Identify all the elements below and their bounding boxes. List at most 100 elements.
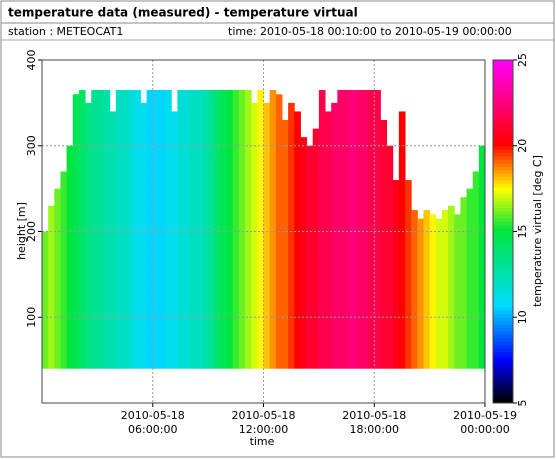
colorbar-step: [493, 176, 513, 181]
cell: [269, 90, 277, 369]
cell: [478, 145, 486, 369]
cell: [460, 197, 468, 369]
cell: [281, 120, 289, 369]
colorbar-step: [493, 152, 513, 157]
colorbar-step: [493, 111, 513, 116]
colorbar-step: [493, 399, 513, 404]
colorbar-step: [493, 334, 513, 339]
colorbar-step: [493, 282, 513, 287]
colorbar-step: [493, 385, 513, 390]
colorbar-step: [493, 63, 513, 68]
colorbar-step: [493, 320, 513, 325]
colorbar-step: [493, 77, 513, 82]
cell: [146, 90, 154, 369]
colorbar-step: [493, 392, 513, 397]
colorbar-step: [493, 221, 513, 226]
cell: [78, 90, 86, 369]
colorbar-step: [493, 258, 513, 263]
cell: [325, 111, 332, 369]
colorbar-step: [493, 368, 513, 373]
cell: [417, 218, 424, 369]
title: temperature data (measured) - temperatur…: [8, 6, 358, 20]
cell: [171, 111, 178, 369]
cell: [380, 120, 388, 369]
colorbar-step: [493, 166, 513, 171]
colorbar-step: [493, 330, 513, 335]
colorbar-step: [493, 73, 513, 78]
cell: [331, 102, 338, 369]
colorbar-step: [493, 378, 513, 383]
colorbar-step: [493, 80, 513, 85]
colorbar-step: [493, 97, 513, 102]
cell: [454, 214, 461, 369]
cell: [312, 128, 320, 369]
cell: [177, 90, 185, 369]
cell: [288, 102, 295, 369]
colorbar-step: [493, 193, 513, 198]
colorbar-step: [493, 214, 513, 219]
cell: [238, 90, 246, 369]
colorbar-step: [493, 142, 513, 147]
colorbar-step: [493, 156, 513, 160]
colorbar-step: [493, 276, 513, 281]
cell: [134, 90, 141, 369]
colorbar-step: [493, 101, 513, 106]
x-tick-label: 2010-05-19 00:00:00: [453, 409, 517, 436]
colorbar-step: [493, 228, 513, 232]
y-tick-label: 300: [25, 135, 38, 156]
colorbar-step: [493, 135, 513, 140]
cell: [386, 145, 394, 369]
colorbar-step: [493, 145, 513, 150]
colorbar-step: [493, 354, 513, 359]
x-tick-label: 2010-05-18 18:00:00: [342, 409, 407, 436]
cell: [263, 102, 271, 369]
colorbar-step: [493, 341, 513, 346]
colorbar-step: [493, 66, 513, 71]
colorbar-step: [493, 118, 513, 123]
colorbar-step: [493, 255, 513, 260]
cell: [128, 90, 135, 369]
colorbar-tick-label: 15: [516, 225, 529, 239]
colorbar-step: [493, 327, 513, 332]
colorbar-step: [493, 125, 513, 130]
cell: [251, 102, 258, 369]
colorbar-step: [493, 87, 513, 92]
cell: [60, 171, 68, 369]
colorbar-step: [493, 204, 513, 208]
cell: [245, 90, 252, 369]
cell: [140, 102, 148, 369]
cell: [392, 180, 400, 369]
cell: [85, 102, 92, 369]
cell: [294, 111, 301, 369]
colorbar-step: [493, 303, 513, 308]
colorbar-step: [493, 313, 513, 318]
cell: [165, 90, 172, 369]
colorbar-label: temperature virtual [deg C]: [531, 155, 544, 307]
colorbar-step: [493, 70, 513, 75]
cell: [152, 90, 160, 369]
plot-border: [41, 59, 486, 404]
colorbar-step: [493, 60, 513, 64]
colorbar-step: [493, 183, 513, 188]
colorbar-step: [493, 169, 513, 174]
cell: [91, 90, 98, 369]
cell: [201, 90, 209, 369]
colorbar-step: [493, 272, 513, 277]
cell: [355, 90, 363, 369]
colorbar-step: [493, 300, 513, 305]
cell: [306, 145, 314, 369]
cell: [109, 111, 117, 369]
cell: [195, 90, 203, 369]
cell: [103, 90, 111, 369]
colorbar-step: [493, 296, 513, 301]
colorbar-step: [493, 361, 513, 366]
colorbar-step: [493, 121, 513, 126]
colorbar-step: [493, 265, 513, 270]
cell: [115, 90, 123, 369]
colorbar-tick-label: 5: [516, 400, 529, 407]
colorbar-step: [493, 382, 513, 387]
cell: [472, 171, 480, 369]
colorbar-step: [493, 173, 513, 178]
